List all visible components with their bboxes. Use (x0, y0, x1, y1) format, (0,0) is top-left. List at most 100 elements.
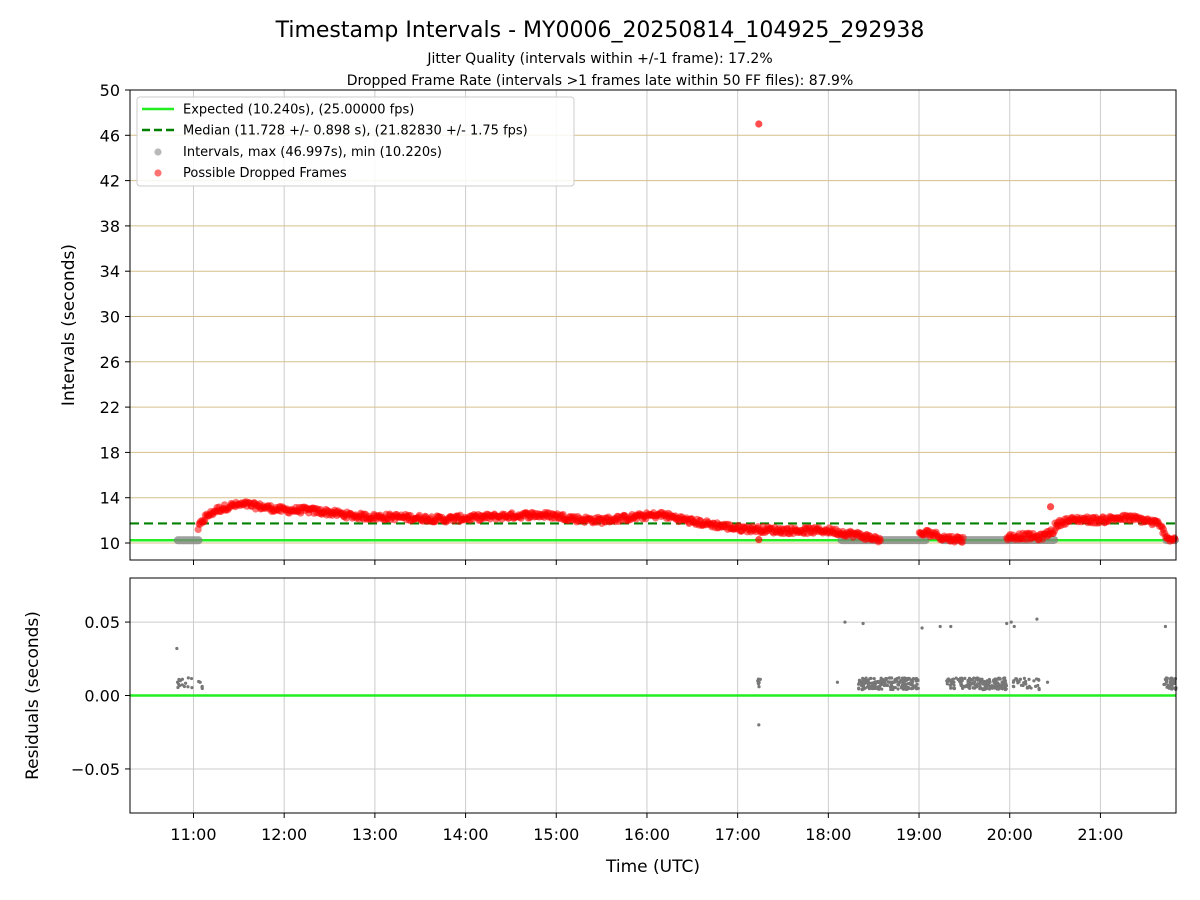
residuals-x-ticks: 11:00 12:00 13:00 14:00 15:00 16:00 17:00 18:00… (170, 813, 1123, 844)
residuals-y-tick-label: 0.00 (84, 687, 120, 706)
residual-point (954, 676, 958, 680)
residual-point (1027, 677, 1031, 681)
dropped-frame-outlier (755, 120, 763, 128)
chart-subtitle-1: Jitter Quality (intervals within +/-1 fr… (426, 51, 772, 67)
residual-point (985, 679, 989, 683)
residual-point (1002, 677, 1006, 681)
residual-point (962, 684, 966, 688)
intervals-x-ticks (192, 560, 1101, 565)
residual-point (177, 682, 181, 686)
residuals-panel: −0.050.000.05 11:00 12:00 13:00 14:00 15:00 1… (23, 577, 1178, 877)
residual-point (1025, 686, 1029, 690)
dropped-frame-point (1171, 534, 1179, 543)
dropped-frame-outlier (755, 536, 763, 544)
residual-point (971, 682, 976, 686)
residual-point (904, 679, 908, 683)
residual-point (902, 681, 906, 685)
residual-point (756, 682, 761, 686)
residual-point (898, 680, 902, 685)
legend-median-label: Median (11.728 +/- 0.898 s), (21.82830 +… (183, 124, 528, 139)
x-tick-label: 21:00 (1077, 825, 1123, 844)
residual-point (1018, 677, 1022, 681)
residual-point (1169, 680, 1174, 684)
intervals-plot-frame (129, 89, 1177, 561)
residual-point (969, 681, 973, 686)
intervals-y-tick-label: 30 (100, 308, 120, 327)
residual-outlier-point (861, 621, 865, 626)
intervals-y-tick-label: 22 (100, 398, 120, 417)
residual-point (914, 676, 918, 681)
residual-point (757, 685, 761, 689)
residual-point (1024, 682, 1028, 686)
residual-point (974, 677, 979, 681)
residual-point (1166, 683, 1170, 687)
residual-point (907, 686, 911, 691)
residual-point (966, 679, 970, 683)
residual-point (862, 687, 866, 691)
residual-point (914, 679, 918, 683)
residual-point (197, 679, 201, 684)
residual-point (1037, 687, 1041, 692)
residual-point (879, 676, 883, 680)
residual-point (957, 678, 961, 682)
residual-point (877, 687, 881, 691)
residual-point (1017, 680, 1021, 684)
residual-point (1000, 687, 1005, 691)
residual-point (880, 687, 884, 691)
residual-point (899, 686, 903, 690)
residual-point (945, 682, 949, 686)
residual-point (893, 679, 898, 683)
residual-outlier-point (175, 646, 179, 651)
intervals-y-axis-label: Intervals (seconds) (59, 244, 79, 406)
residual-point (896, 687, 900, 691)
residual-outlier-point (843, 620, 847, 624)
residual-point (882, 683, 886, 688)
residual-outlier-point (1035, 617, 1039, 621)
residual-point (952, 686, 956, 691)
intervals-panel: 10 14 18 22 26 30 34 38 42 46 50 Intervals (second… (59, 81, 1179, 565)
residual-point (888, 680, 893, 684)
legend-box (136, 96, 575, 187)
residual-point (176, 685, 180, 690)
residual-point (1014, 677, 1018, 681)
x-tick-label: 18:00 (805, 825, 851, 844)
chart-subtitle-2: Dropped Frame Rate (intervals >1 frames … (347, 73, 854, 89)
x-tick-label: 11:00 (170, 825, 216, 844)
residual-point (1019, 683, 1024, 687)
residual-point (916, 686, 920, 690)
residual-point (1036, 677, 1041, 682)
residual-point (963, 676, 967, 680)
residual-outlier-point (1005, 621, 1009, 626)
residuals-points (175, 617, 1178, 727)
residual-outlier-point (758, 677, 762, 681)
residual-point (911, 686, 915, 690)
residual-outlier-point (920, 626, 924, 630)
intervals-y-tick-label: 50 (100, 81, 120, 100)
intervals-y-tick-label: 34 (100, 262, 120, 281)
residual-point (1167, 686, 1171, 690)
dropped-frame-outlier (1046, 503, 1055, 511)
residual-point (866, 678, 870, 682)
x-tick-label: 20:00 (987, 825, 1033, 844)
residual-point (949, 686, 953, 690)
residual-point (884, 678, 888, 682)
dropped-frame-point (959, 533, 967, 542)
residual-point (186, 685, 190, 689)
residual-outlier-point (949, 624, 953, 629)
residual-point (870, 686, 874, 691)
residual-outlier-point (938, 624, 942, 629)
residual-point (910, 679, 914, 684)
residual-point (987, 687, 992, 691)
residuals-y-ticks: −0.05 0.00 0.05 (71, 613, 130, 779)
residual-point (897, 676, 901, 680)
intervals-y-tick-label: 10 (100, 534, 120, 553)
residual-outlier-point (1009, 620, 1013, 624)
residual-point (1011, 680, 1016, 684)
residual-point (972, 676, 976, 680)
residual-point (994, 684, 998, 688)
residual-point (1170, 677, 1174, 681)
intervals-y-tick-label: 46 (100, 126, 120, 145)
x-tick-label: 15:00 (533, 825, 579, 844)
residual-point (952, 680, 956, 684)
residual-point (1164, 680, 1168, 684)
